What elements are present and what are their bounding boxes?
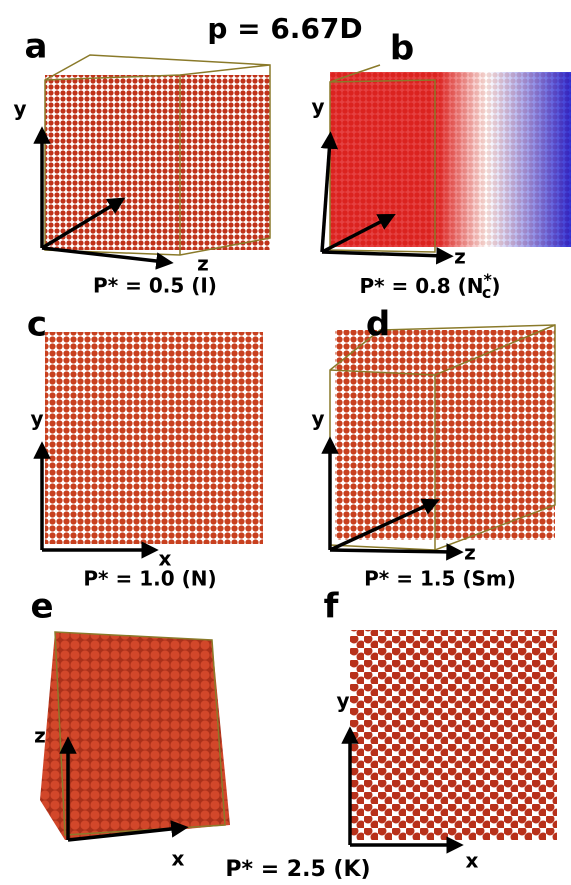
panel-label: b [390, 29, 414, 69]
axis-label: y [13, 97, 26, 121]
panel-c-image [42, 332, 263, 550]
caption-text: P* = 0.8 (N [359, 274, 483, 298]
panel-a-image [42, 55, 270, 262]
panel-b-image [322, 65, 571, 256]
axis-label: z [197, 252, 209, 276]
panel-d-image [330, 325, 555, 552]
panel-caption: P* = 0.8 (N*c) [359, 270, 500, 302]
caption-sub: c [482, 283, 491, 302]
panel-e-image [40, 632, 230, 840]
axis-label: z [454, 245, 466, 269]
axis-label: z [464, 541, 476, 565]
axis-label: x [466, 849, 479, 873]
panel-caption: P* = 1.0 (N) [83, 567, 216, 591]
panel-label: d [366, 305, 390, 345]
figure: p = 6.67DayzP* = 0.5 (I)byzP* = 0.8 (N*c… [0, 0, 571, 885]
figure-title: p = 6.67D [207, 12, 362, 45]
panel-f-image [350, 630, 557, 845]
shared-caption: P* = 2.5 (K) [225, 857, 370, 882]
axis-label: x [172, 847, 185, 871]
caption-close: ) [491, 274, 500, 298]
axis-label: y [311, 407, 324, 431]
panel-caption: P* = 1.5 (Sm) [364, 567, 516, 591]
axis-label: z [34, 724, 46, 748]
panel-label: a [25, 27, 48, 67]
axis-label: y [336, 689, 349, 713]
panel-label: c [27, 305, 47, 345]
panel-label: f [324, 587, 340, 627]
axis-label: y [30, 407, 43, 431]
axis-label: y [311, 95, 324, 119]
panel-caption: P* = 0.5 (I) [93, 274, 217, 298]
panel-label: e [30, 587, 53, 627]
